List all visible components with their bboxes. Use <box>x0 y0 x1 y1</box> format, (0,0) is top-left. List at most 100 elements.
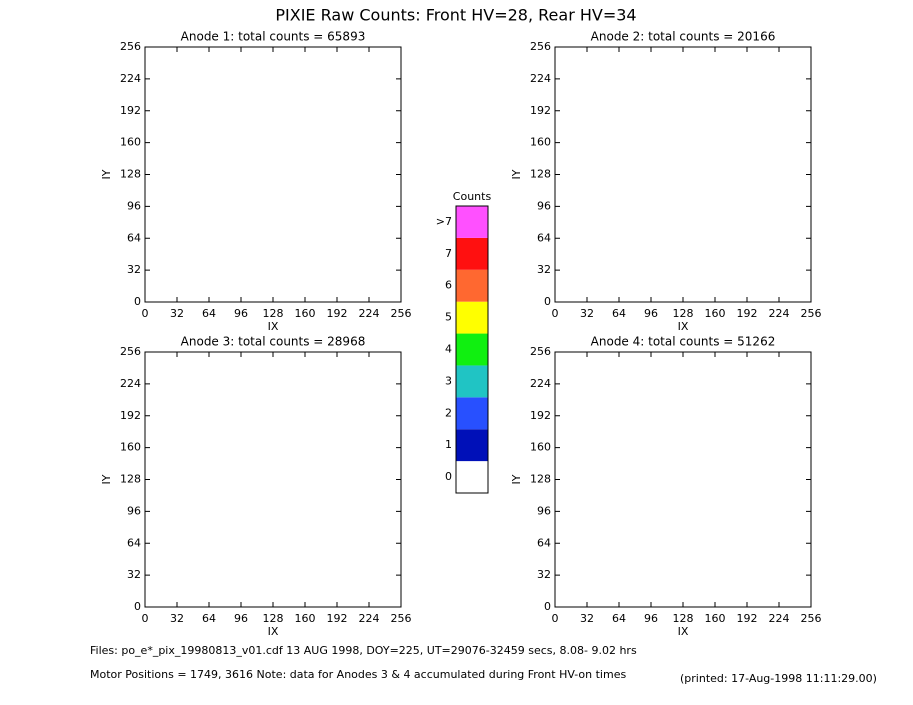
y-tick-label: 192 <box>530 409 551 422</box>
colorbar-cell <box>456 301 488 334</box>
y-tick-label: 32 <box>537 263 551 276</box>
x-tick-label: 224 <box>359 307 380 320</box>
panel-title: Anode 1: total counts = 65893 <box>181 30 366 44</box>
colorbar-label: 3 <box>445 374 452 387</box>
y-tick-label: 224 <box>120 72 141 85</box>
x-tick-label: 64 <box>612 307 626 320</box>
y-tick-label: 96 <box>537 199 551 212</box>
y-tick-label: 192 <box>530 104 551 117</box>
x-tick-label: 128 <box>673 307 694 320</box>
y-tick-label: 96 <box>127 199 141 212</box>
colorbar-label: 7 <box>445 247 452 260</box>
colorbar-cell <box>456 461 488 493</box>
x-tick-label: 128 <box>673 612 694 625</box>
y-tick-label: 256 <box>530 345 551 358</box>
x-axis-label: IX <box>678 625 689 638</box>
colorbar-cell <box>456 333 488 366</box>
x-tick-label: 128 <box>263 307 284 320</box>
y-tick-label: 0 <box>544 600 551 613</box>
x-tick-label: 96 <box>644 612 658 625</box>
y-axis-label: IY <box>100 169 113 179</box>
y-tick-label: 256 <box>120 40 141 53</box>
y-tick-label: 0 <box>134 295 141 308</box>
colorbar-cell <box>456 237 488 270</box>
y-tick-label: 96 <box>127 504 141 517</box>
y-axis-label: IY <box>510 474 523 484</box>
x-axis-label: IX <box>268 320 279 333</box>
x-tick-label: 256 <box>391 612 412 625</box>
colorbar-label: 2 <box>445 406 452 419</box>
x-tick-label: 32 <box>170 612 184 625</box>
x-tick-label: 32 <box>580 307 594 320</box>
colorbar-cell <box>456 397 488 430</box>
colorbar-cell <box>456 206 488 238</box>
plot-frame <box>144 46 402 303</box>
footer-files: Files: po_e*_pix_19980813_v01.cdf 13 AUG… <box>90 644 637 657</box>
y-tick-label: 32 <box>127 568 141 581</box>
x-tick-label: 192 <box>327 307 348 320</box>
x-tick-label: 64 <box>202 612 216 625</box>
x-tick-label: 160 <box>705 307 726 320</box>
x-tick-label: 32 <box>170 307 184 320</box>
x-tick-label: 96 <box>234 612 248 625</box>
y-tick-label: 0 <box>134 600 141 613</box>
x-tick-label: 256 <box>801 612 822 625</box>
y-tick-label: 32 <box>127 263 141 276</box>
colorbar-frame <box>455 205 489 494</box>
x-tick-label: 224 <box>769 307 790 320</box>
y-tick-label: 160 <box>120 441 141 454</box>
y-tick-label: 128 <box>530 168 551 181</box>
colorbar-label: 0 <box>445 470 452 483</box>
colorbar-cell <box>456 429 488 462</box>
x-axis-label: IX <box>678 320 689 333</box>
main-title: PIXIE Raw Counts: Front HV=28, Rear HV=3… <box>275 6 636 25</box>
x-tick-label: 0 <box>552 612 559 625</box>
x-tick-label: 224 <box>359 612 380 625</box>
x-tick-label: 192 <box>737 612 758 625</box>
y-axis-label: IY <box>100 474 113 484</box>
plot-frame <box>554 46 812 303</box>
x-axis-label: IX <box>268 625 279 638</box>
x-tick-label: 224 <box>769 612 790 625</box>
colorbar-label: >7 <box>436 215 452 228</box>
x-tick-label: 192 <box>737 307 758 320</box>
y-tick-label: 224 <box>530 72 551 85</box>
y-tick-label: 128 <box>530 473 551 486</box>
x-tick-label: 32 <box>580 612 594 625</box>
y-tick-label: 32 <box>537 568 551 581</box>
colorbar-label: 1 <box>445 438 452 451</box>
y-tick-label: 64 <box>537 231 551 244</box>
y-tick-label: 128 <box>120 168 141 181</box>
y-tick-label: 256 <box>530 40 551 53</box>
x-tick-label: 0 <box>552 307 559 320</box>
plot-frame <box>144 351 402 608</box>
y-tick-label: 160 <box>120 136 141 149</box>
y-tick-label: 0 <box>544 295 551 308</box>
footer-motor: Motor Positions = 1749, 3616 Note: data … <box>90 668 626 681</box>
y-tick-label: 160 <box>530 136 551 149</box>
y-tick-label: 256 <box>120 345 141 358</box>
y-tick-label: 224 <box>530 377 551 390</box>
y-tick-label: 64 <box>537 536 551 549</box>
x-tick-label: 192 <box>327 612 348 625</box>
y-tick-label: 224 <box>120 377 141 390</box>
footer-printed: (printed: 17-Aug-1998 11:11:29.00) <box>680 672 877 685</box>
panel-title: Anode 4: total counts = 51262 <box>591 335 776 349</box>
colorbar-cell <box>456 365 488 398</box>
y-tick-label: 160 <box>530 441 551 454</box>
plot-frame <box>554 351 812 608</box>
y-tick-label: 64 <box>127 536 141 549</box>
colorbar-label: 6 <box>445 279 452 292</box>
x-tick-label: 128 <box>263 612 284 625</box>
y-tick-label: 192 <box>120 104 141 117</box>
x-tick-label: 64 <box>612 612 626 625</box>
y-tick-label: 64 <box>127 231 141 244</box>
panel-title: Anode 3: total counts = 28968 <box>181 335 366 349</box>
y-axis-label: IY <box>510 169 523 179</box>
x-tick-label: 96 <box>644 307 658 320</box>
x-tick-label: 160 <box>295 307 316 320</box>
colorbar-label: 4 <box>445 343 452 356</box>
x-tick-label: 160 <box>705 612 726 625</box>
x-tick-label: 96 <box>234 307 248 320</box>
